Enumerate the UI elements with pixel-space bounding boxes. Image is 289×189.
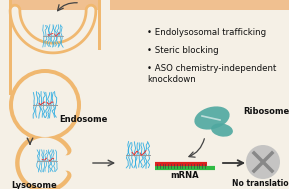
FancyBboxPatch shape [101, 0, 110, 50]
Text: • Endolysosomal trafficking: • Endolysosomal trafficking [147, 28, 266, 37]
FancyBboxPatch shape [0, 0, 12, 95]
FancyBboxPatch shape [98, 0, 110, 50]
Text: • Steric blocking: • Steric blocking [147, 46, 218, 55]
FancyBboxPatch shape [0, 0, 289, 10]
Text: mRNA: mRNA [171, 171, 199, 180]
Circle shape [246, 145, 280, 179]
Text: • ASO chemistry-independent
knockdown: • ASO chemistry-independent knockdown [147, 64, 276, 84]
Ellipse shape [194, 106, 230, 130]
Ellipse shape [211, 123, 233, 137]
FancyBboxPatch shape [0, 0, 9, 95]
Text: Lysosome: Lysosome [11, 180, 57, 189]
Circle shape [9, 69, 81, 141]
Text: Ribosome: Ribosome [243, 108, 289, 116]
Text: Endosome: Endosome [59, 115, 107, 125]
Circle shape [13, 73, 77, 137]
Text: No translation: No translation [232, 180, 289, 188]
